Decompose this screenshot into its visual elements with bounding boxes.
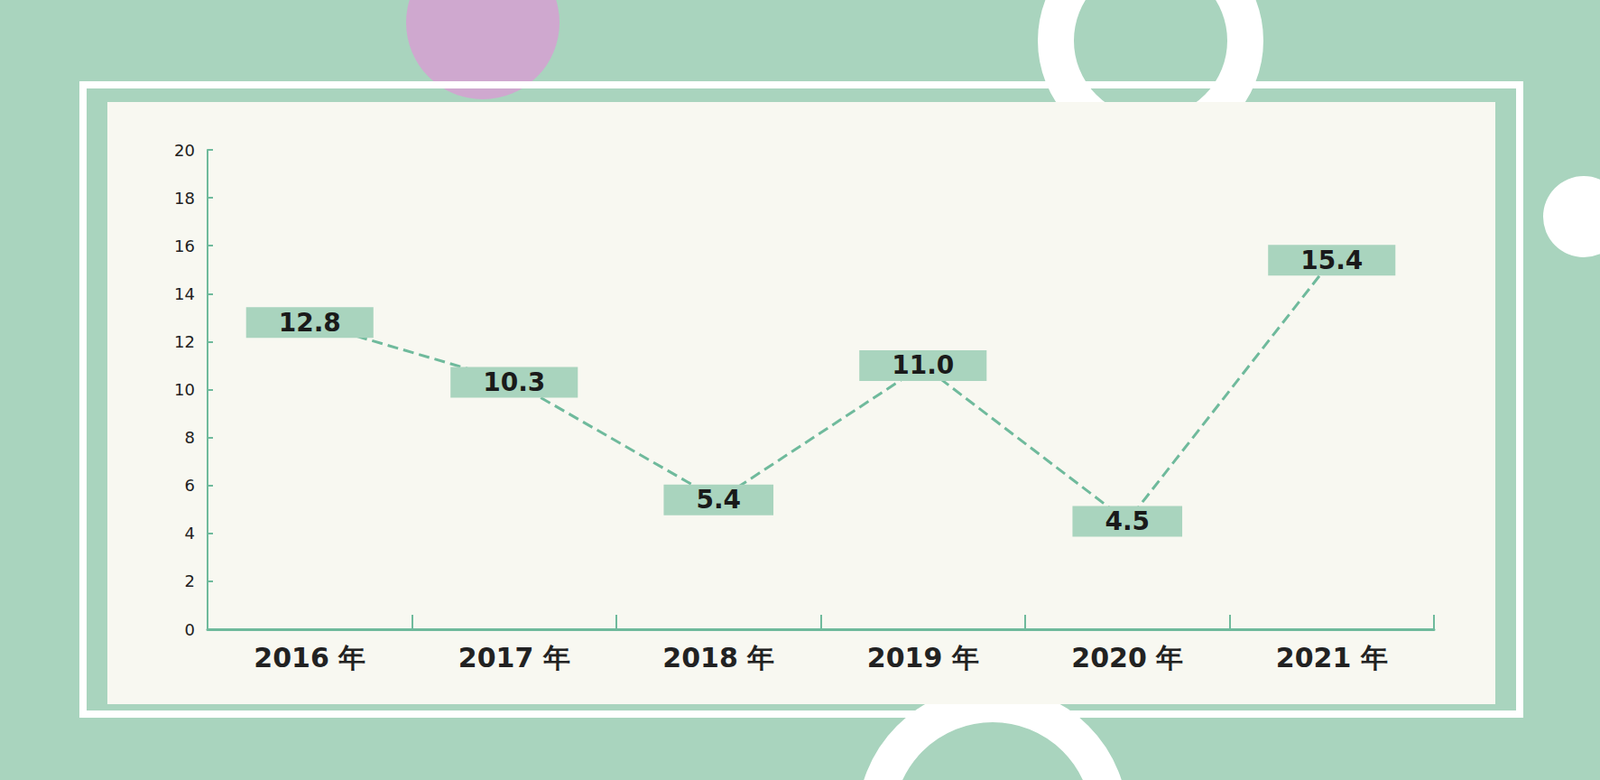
- svg-text:12.8: 12.8: [278, 307, 342, 338]
- svg-text:16: 16: [174, 236, 195, 256]
- svg-text:20: 20: [174, 140, 195, 160]
- svg-text:15.4: 15.4: [1300, 245, 1363, 276]
- svg-text:2019 年: 2019 年: [867, 641, 980, 674]
- svg-text:6: 6: [184, 475, 195, 495]
- svg-text:2: 2: [184, 571, 195, 591]
- svg-text:10: 10: [174, 379, 195, 399]
- svg-text:2016 年: 2016 年: [253, 641, 366, 674]
- svg-text:2018 年: 2018 年: [662, 641, 775, 674]
- svg-text:10.3: 10.3: [482, 367, 546, 398]
- svg-text:5.4: 5.4: [695, 484, 741, 515]
- svg-text:12: 12: [174, 332, 195, 352]
- svg-text:0: 0: [184, 619, 195, 639]
- svg-text:11.0: 11.0: [891, 350, 954, 380]
- svg-text:18: 18: [174, 188, 195, 208]
- svg-text:2021 年: 2021 年: [1276, 641, 1388, 674]
- svg-text:4: 4: [184, 523, 195, 543]
- svg-text:14: 14: [174, 284, 195, 304]
- svg-text:2017 年: 2017 年: [458, 641, 571, 674]
- svg-text:8: 8: [184, 427, 195, 447]
- svg-text:4.5: 4.5: [1104, 506, 1150, 537]
- svg-text:2020 年: 2020 年: [1071, 641, 1184, 674]
